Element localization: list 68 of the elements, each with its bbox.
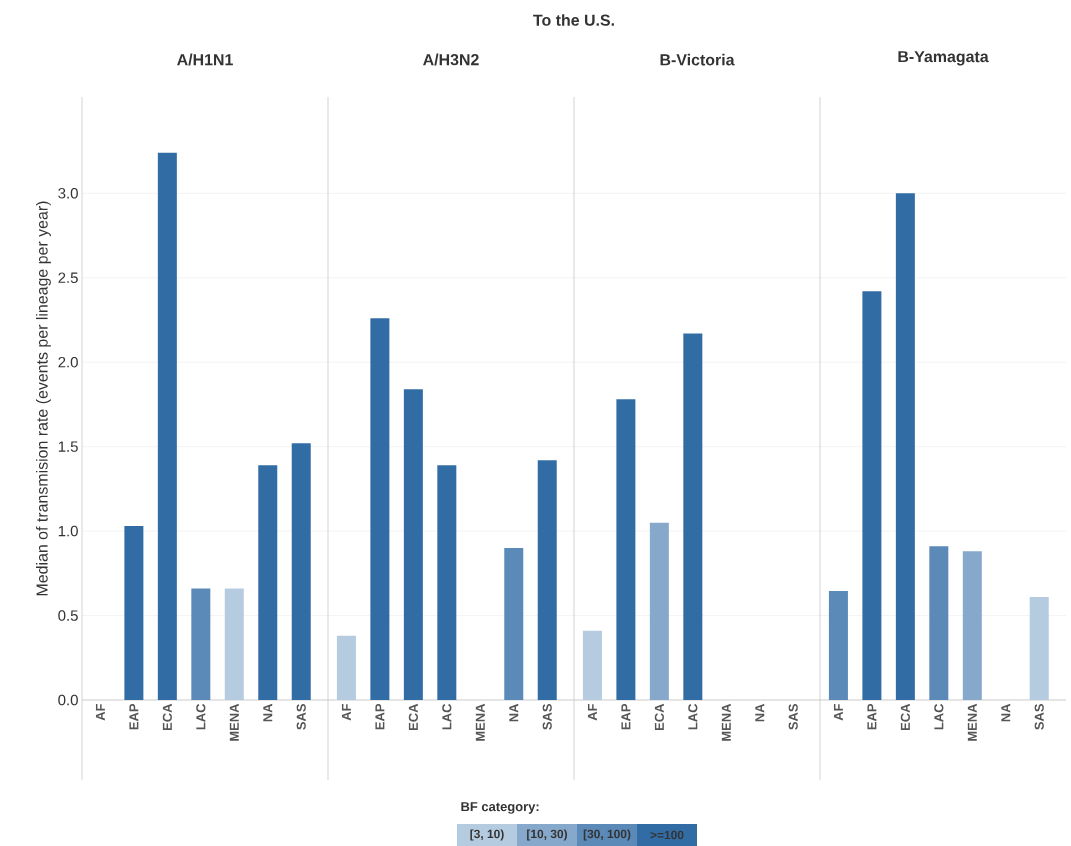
bar (157, 152, 177, 700)
bar (403, 389, 423, 700)
x-tick-label: SAS (542, 704, 552, 730)
bar (616, 399, 636, 700)
bar (962, 551, 982, 700)
x-tick-label: MENA (229, 703, 239, 741)
bar (191, 588, 211, 700)
x-tick-label: AF (587, 703, 597, 721)
chart-title: A/H1N1 (177, 53, 233, 66)
text: [3, 10) (470, 829, 504, 841)
bar (437, 465, 457, 700)
x-tick-label: LAC (442, 703, 452, 730)
y-tick-label: 0.0 (58, 694, 78, 706)
bar (291, 443, 311, 700)
bar (649, 522, 669, 700)
bar (582, 630, 602, 700)
x-tick-label: AF (95, 703, 105, 721)
bar (124, 526, 144, 700)
y-axis-title: Median of transmision rate (events per lineage per year) (36, 201, 51, 596)
x-tick-label: AF (341, 703, 351, 721)
bar (224, 588, 244, 700)
text: To the U.S. (533, 14, 614, 26)
x-tick-label: MENA (475, 703, 485, 741)
bar (929, 546, 949, 700)
x-tick-label: NA (509, 703, 519, 722)
x-tick-label: LAC (196, 703, 206, 730)
bar (1029, 596, 1049, 700)
x-tick-label: ECA (408, 703, 418, 730)
x-tick-label: NA (755, 703, 765, 722)
bar (504, 547, 524, 700)
x-tick-label: ECA (162, 703, 172, 730)
y-tick-label: 3.0 (58, 187, 78, 199)
y-tick-label: 1.5 (58, 441, 78, 452)
y-tick-label: 0.5 (58, 610, 78, 621)
x-tick-label: SAS (296, 704, 306, 730)
x-tick-label: MENA (967, 703, 977, 741)
chart-title: A/H3N2 (423, 53, 479, 66)
x-tick-label: EAP (867, 703, 877, 730)
x-tick-label: AF (833, 703, 843, 721)
x-tick-label: EAP (129, 703, 139, 730)
bar (336, 635, 356, 700)
chart-title: B-Yamagata (898, 51, 989, 66)
y-tick-label: 2.5 (58, 272, 78, 284)
x-tick-label: MENA (721, 703, 731, 741)
x-tick-label: ECA (900, 703, 910, 730)
x-tick-label: EAP (375, 703, 385, 730)
x-tick-label: LAC (934, 703, 944, 730)
bar (828, 591, 848, 700)
text: [30, 100) (583, 829, 631, 841)
y-tick-label: 1.0 (58, 525, 78, 537)
bar (258, 465, 278, 700)
x-tick-label: SAS (1034, 704, 1044, 730)
y-tick-label: 2.0 (58, 356, 78, 368)
x-tick-label: EAP (621, 703, 631, 730)
bar (895, 193, 915, 700)
x-tick-label: NA (1001, 703, 1011, 722)
x-tick-label: LAC (688, 703, 698, 730)
x-tick-label: SAS (788, 704, 798, 730)
text: [10, 30) (527, 829, 567, 841)
x-tick-label: NA (263, 703, 273, 722)
x-tick-label: ECA (654, 703, 664, 730)
chart-title: B-Victoria (660, 53, 735, 66)
text: >=100 (650, 830, 684, 840)
bar (370, 318, 390, 700)
bar (862, 291, 882, 700)
bar (537, 460, 557, 700)
bar (683, 333, 703, 700)
legend-title: BF category: (461, 802, 539, 814)
